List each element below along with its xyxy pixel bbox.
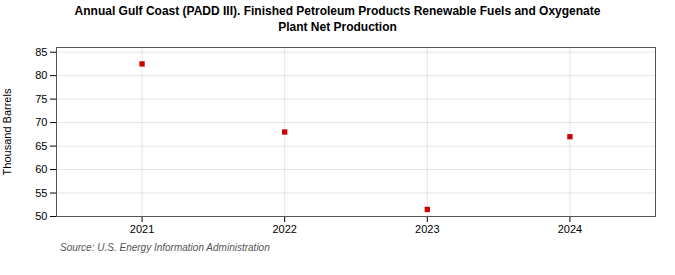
svg-text:Thousand Barrels: Thousand Barrels: [1, 88, 13, 175]
svg-text:50: 50: [35, 210, 47, 222]
svg-text:60: 60: [35, 163, 47, 175]
svg-text:2021: 2021: [130, 223, 154, 235]
svg-text:55: 55: [35, 187, 47, 199]
svg-text:85: 85: [35, 46, 47, 58]
svg-text:70: 70: [35, 116, 47, 128]
svg-text:2022: 2022: [272, 223, 296, 235]
html-text:Annual Gulf Coast (PADD III).: Annual Gulf Coast (PADD III). Finished P…: [74, 4, 601, 34]
html-text:Source: U.S. Energy Informatio: Source: U.S. Energy Information Administ…: [60, 242, 270, 254]
svg-text:65: 65: [35, 140, 47, 152]
svg-text:2023: 2023: [415, 223, 439, 235]
svg-text:75: 75: [35, 93, 47, 105]
svg-text:2024: 2024: [558, 223, 582, 235]
svg-text:80: 80: [35, 69, 47, 81]
